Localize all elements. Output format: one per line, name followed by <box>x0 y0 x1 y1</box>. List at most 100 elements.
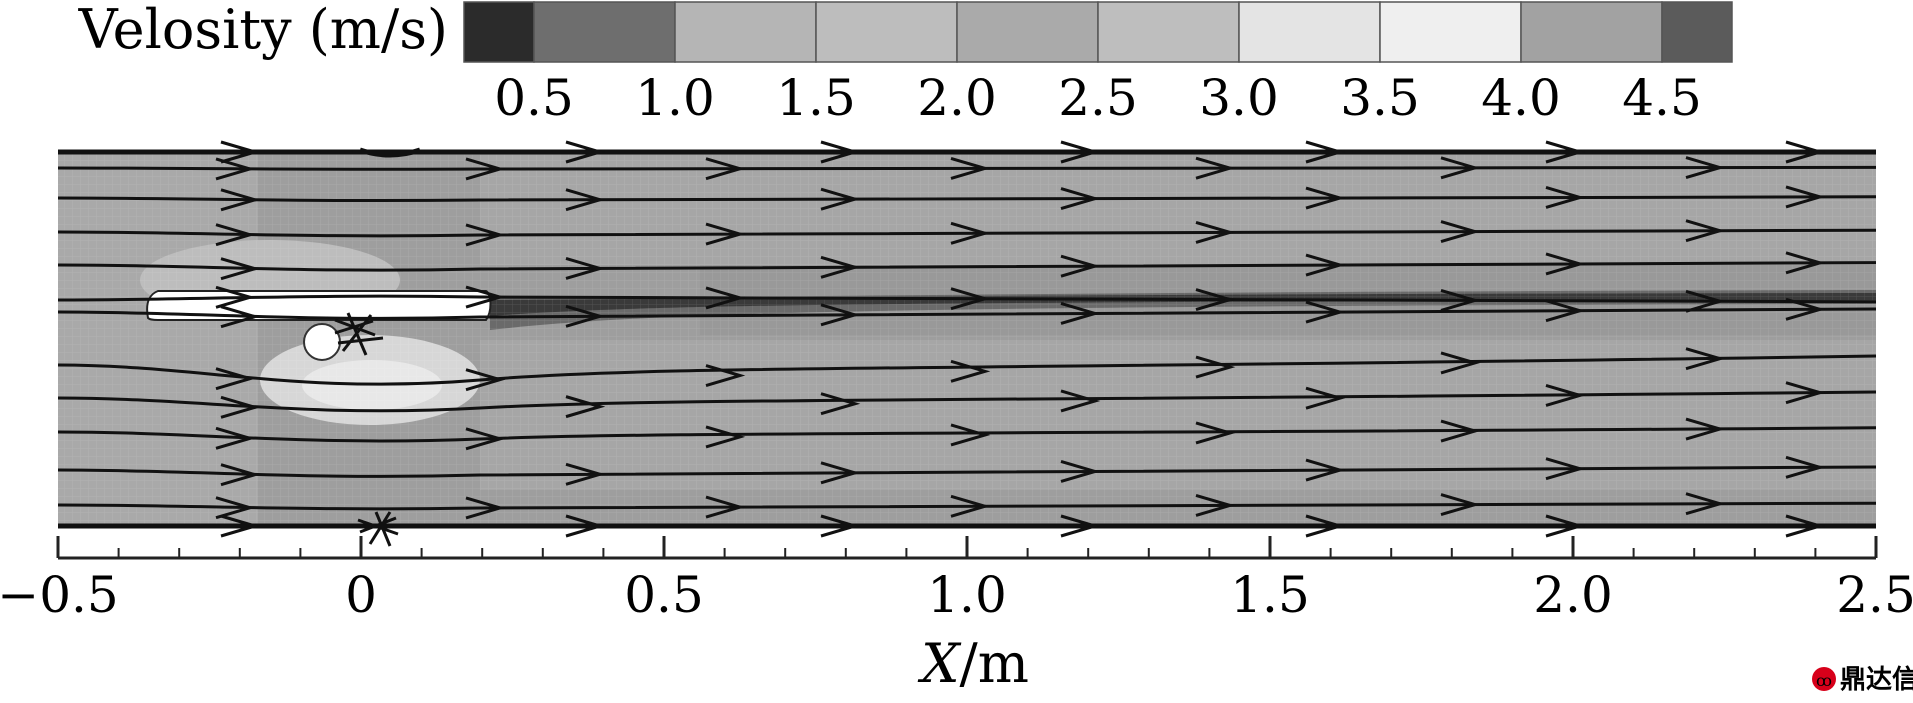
streamline-arrow <box>565 395 606 419</box>
streamline-arrow <box>1685 347 1726 371</box>
x-axis-tick-label: 0 <box>345 566 377 624</box>
streamline-arrow <box>220 305 261 329</box>
colorbar-tick-label: 1.5 <box>776 69 856 127</box>
streamline-arrow <box>220 257 261 281</box>
streamline-arrow <box>220 395 261 419</box>
streamline-arrow <box>705 286 746 310</box>
streamline-arrow <box>1440 493 1481 517</box>
streamline-arrow <box>1685 492 1726 516</box>
colorbar-tick-label: 4.0 <box>1481 69 1561 127</box>
streamline-arrow <box>1305 300 1346 324</box>
streamline-arrow <box>465 223 506 247</box>
streamline-arrow <box>1785 514 1826 538</box>
streamline-arrow <box>1685 219 1726 243</box>
x-axis-tick-label: 0.5 <box>624 566 704 624</box>
streamline-arrow <box>215 157 256 181</box>
x-axis-label: X/m <box>917 632 1029 695</box>
streamline-arrow <box>465 368 506 392</box>
streamline-arrow <box>820 140 861 164</box>
streamline-arrow <box>1060 187 1101 211</box>
colorbar-tick-label: 4.5 <box>1622 69 1702 127</box>
streamline-arrow <box>1785 185 1826 209</box>
watermark-text: 鼎达信 <box>1840 665 1913 695</box>
streamline-arrow <box>1305 140 1346 164</box>
streamline-arrow <box>220 514 261 538</box>
x-axis-label-var: X <box>917 632 962 695</box>
streamline-arrow <box>950 494 991 518</box>
colorbar-swatch <box>956 1 1099 63</box>
colorbar-tick-label: 1.0 <box>635 69 715 127</box>
colorbar: Velosity (m/s) 0.5 1.0 1.5 2.0 2.5 3.0 3.5 4.0 4… <box>78 0 1733 127</box>
streamline-arrow <box>1195 288 1236 312</box>
streamline-arrow <box>1060 389 1101 413</box>
streamline-arrow <box>565 514 606 538</box>
streamline-arrow <box>705 425 746 449</box>
streamline-arrow <box>565 140 606 164</box>
colorbar-tick-label: 3.5 <box>1340 69 1420 127</box>
x-axis-label-unit: /m <box>960 632 1029 695</box>
streamline-arrow <box>1545 383 1586 407</box>
streamline-arrow <box>950 423 991 447</box>
streamline-arrow <box>1785 455 1826 479</box>
watermark-logo-glyph: ꝏ <box>1816 671 1832 690</box>
streamline-arrow <box>565 257 606 280</box>
colorbar-tick-label: 0.5 <box>494 69 574 127</box>
streamline-arrow <box>220 463 261 487</box>
streamline-arrow <box>465 157 506 181</box>
streamline-arrow <box>820 255 861 279</box>
flow-field <box>57 140 1877 547</box>
x-axis-ticks <box>56 536 1878 558</box>
streamline-arrow <box>1685 417 1726 441</box>
streamline-arrow <box>1060 302 1101 325</box>
streamline-arrow <box>1545 186 1586 209</box>
streamline <box>57 294 1877 304</box>
streamline-arrow <box>1440 288 1481 312</box>
colorbar-swatch <box>1379 1 1522 63</box>
streamline-arrow <box>1195 493 1236 517</box>
streamline-arrow <box>1685 156 1726 180</box>
streamline-arrow <box>705 222 746 246</box>
streamline-arrow <box>1440 220 1481 244</box>
streamline-arrow <box>1545 140 1586 164</box>
x-axis-tick-label: 1.5 <box>1230 566 1310 624</box>
x-axis: −0.5 0 0.5 1.0 1.5 2.0 2.5 X/m <box>0 536 1913 695</box>
streamline-arrow <box>220 140 261 164</box>
streamline-arrow <box>1545 299 1586 323</box>
streamline-arrow <box>1195 355 1236 379</box>
x-axis-tick-label: 1.0 <box>927 566 1007 624</box>
streamline-arrow <box>465 496 506 520</box>
streamline-arrow <box>215 285 256 309</box>
colorbar-swatch <box>533 1 676 63</box>
streamline-arrow <box>950 287 991 311</box>
streamline <box>57 501 1877 511</box>
streamline-arrow <box>1060 514 1101 538</box>
streamline-arrow <box>820 392 861 416</box>
colorbar-tick-labels: 0.5 1.0 1.5 2.0 2.5 3.0 3.5 4.0 4.5 <box>494 69 1702 127</box>
streamline-arrow <box>1440 351 1481 375</box>
streamline-arrow <box>1195 220 1236 244</box>
streamline-arrow <box>1440 156 1481 180</box>
streamline-arrow <box>1785 381 1826 405</box>
streamline-arrow <box>950 221 991 245</box>
x-axis-tick-label: 2.0 <box>1533 566 1613 624</box>
x-axis-tick-labels: −0.5 0 0.5 1.0 1.5 2.0 2.5 <box>0 566 1913 624</box>
vortex-cluster-upper <box>334 312 384 356</box>
streamline-arrow <box>215 426 256 450</box>
streamline-arrow <box>1305 253 1346 277</box>
streamline-arrow <box>215 496 256 520</box>
colorbar-tick-label: 2.0 <box>917 69 997 127</box>
streamline-arrow <box>1060 140 1101 164</box>
colorbar-swatch <box>815 1 958 63</box>
streamline-arrow <box>465 427 506 451</box>
streamline-arrow <box>950 156 991 180</box>
streamline-arrow <box>1060 460 1101 483</box>
colorbar-swatches <box>463 1 1733 63</box>
streamline-arrow <box>1785 140 1826 164</box>
colorbar-swatch <box>1520 1 1663 63</box>
colorbar-swatch <box>1097 1 1240 63</box>
watermark: ꝏ 鼎达信 <box>1812 665 1913 695</box>
streamline-arrow <box>1545 514 1586 538</box>
streamline <box>57 228 1877 238</box>
cylinder-obstacle <box>303 323 341 361</box>
watermark-logo-icon <box>1812 667 1836 691</box>
